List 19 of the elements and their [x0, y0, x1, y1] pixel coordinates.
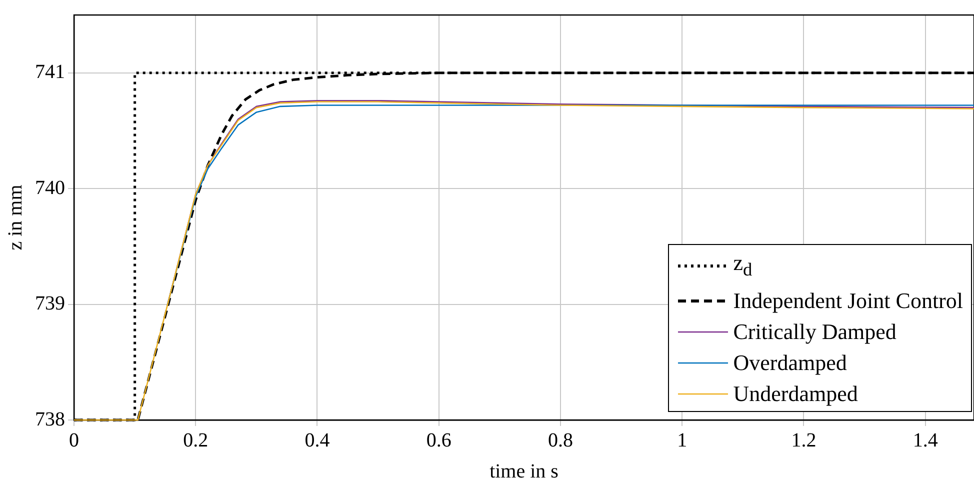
x-tick-label: 1.4	[912, 429, 938, 452]
x-axis-title: time in s	[490, 460, 559, 482]
legend-label: Independent Joint Control	[733, 287, 963, 315]
x-tick-label: 0.4	[304, 429, 330, 452]
legend-label: Critically Damped	[733, 318, 896, 346]
x-tick-label: 1.2	[791, 429, 816, 452]
y-axis-title: z in mm	[4, 184, 26, 250]
x-tick-label: 1	[677, 429, 688, 452]
x-tick-label: 0	[69, 429, 79, 452]
x-tick-label: 0.8	[548, 429, 573, 452]
y-tick-label: 741	[35, 61, 65, 84]
x-tick-label: 0.2	[183, 429, 208, 452]
x-tick-label: 0.6	[426, 429, 452, 452]
y-tick-label: 739	[35, 292, 65, 315]
legend-label: Underdamped	[733, 380, 858, 408]
y-tick-label: 738	[35, 408, 65, 430]
legend-label: Overdamped	[733, 349, 847, 377]
legend-label: z$_{d}$	[733, 248, 752, 281]
y-tick-label: 740	[35, 176, 65, 199]
